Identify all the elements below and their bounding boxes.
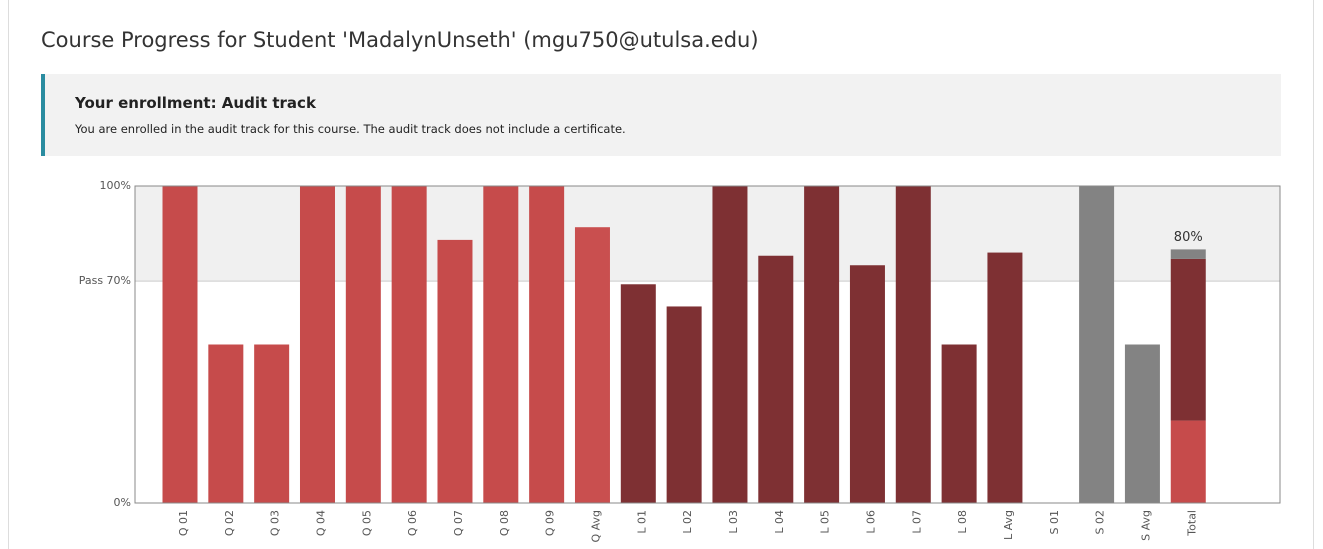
x-tick-label: S 01 <box>1048 510 1061 534</box>
x-tick-label: Total <box>1185 510 1198 537</box>
x-tick-label: S 02 <box>1094 510 1107 534</box>
value-label: 80% <box>1174 230 1203 245</box>
page-title: Course Progress for Student 'MadalynUnse… <box>41 28 759 52</box>
bar <box>1079 186 1115 503</box>
x-tick-label: L 03 <box>727 510 740 534</box>
x-tick-label: L 06 <box>864 510 877 534</box>
x-tick-label: L 02 <box>681 510 694 534</box>
x-tick-label: Q Avg <box>589 510 602 543</box>
bar <box>941 344 977 503</box>
bar <box>391 186 427 503</box>
x-tick-label: S Avg <box>1139 510 1152 541</box>
bar <box>712 186 748 503</box>
bar <box>483 186 519 503</box>
bar <box>1124 344 1160 503</box>
x-tick-label: L 01 <box>635 510 648 534</box>
x-tick-label: L 08 <box>956 510 969 534</box>
bar <box>758 255 794 503</box>
bar <box>299 186 335 503</box>
total-segment <box>1170 249 1206 259</box>
bar <box>804 186 840 503</box>
x-tick-label: Q 09 <box>544 510 557 536</box>
x-tick-label: Q 02 <box>223 510 236 536</box>
x-tick-label: L 04 <box>773 510 786 534</box>
y-tick-label: Pass 70% <box>79 274 131 287</box>
x-tick-label: Q 04 <box>314 510 327 536</box>
bar <box>574 227 610 503</box>
bar <box>437 239 473 503</box>
y-tick-label: 0% <box>114 496 131 509</box>
banner-title: Your enrollment: Audit track <box>75 94 316 112</box>
x-tick-label: Q 07 <box>452 510 465 536</box>
bar <box>987 252 1023 503</box>
bar <box>849 265 885 503</box>
total-segment <box>1170 420 1206 503</box>
bar <box>345 186 381 503</box>
x-tick-label: L 07 <box>910 510 923 534</box>
bar <box>620 284 656 503</box>
bar <box>895 186 931 503</box>
total-segment <box>1170 258 1206 421</box>
bar <box>666 306 702 503</box>
x-tick-label: L 05 <box>819 510 832 534</box>
x-tick-label: L Avg <box>1002 510 1015 540</box>
y-tick-label: 100% <box>100 179 131 192</box>
x-tick-label: Q 05 <box>360 510 373 536</box>
bar <box>208 344 244 503</box>
content-frame <box>8 0 1314 549</box>
x-tick-label: Q 03 <box>269 510 282 536</box>
enrollment-banner: Your enrollment: Audit track You are enr… <box>41 74 1281 156</box>
x-tick-label: Q 01 <box>177 510 190 536</box>
x-tick-label: Q 06 <box>406 510 419 536</box>
bar <box>162 186 198 503</box>
bar <box>529 186 565 503</box>
x-tick-label: Q 08 <box>498 510 511 536</box>
banner-text: You are enrolled in the audit track for … <box>75 122 626 136</box>
plot-frame <box>134 185 1281 504</box>
bar <box>254 344 290 503</box>
